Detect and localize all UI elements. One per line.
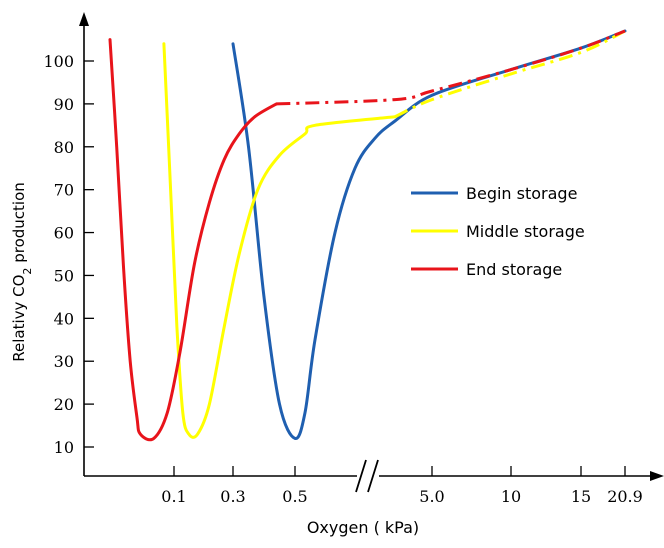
x-tick-label: 10 [501, 487, 521, 506]
x-tick-label: 0.5 [282, 487, 307, 506]
series-line [162, 42, 397, 439]
y-tick-label: 60 [54, 224, 74, 243]
legend: Begin storage Middle storage End storage [411, 184, 585, 279]
y-tick-label: 30 [54, 352, 74, 371]
axes [79, 12, 664, 493]
x-ticks: 0.1 0.3 0.5 5.0 10 15 20.9 [161, 466, 643, 506]
legend-label: End storage [466, 260, 562, 279]
series-line-dashed [276, 29, 626, 106]
legend-label: Begin storage [466, 184, 577, 203]
x-axis-arrow [650, 471, 664, 481]
series-line [231, 29, 627, 440]
legend-label: Middle storage [466, 222, 585, 241]
series-line-dashed [394, 29, 626, 119]
y-tick-label: 40 [54, 309, 74, 328]
series-2 [162, 29, 626, 439]
x-tick-label: 0.3 [220, 487, 245, 506]
x-tick-label: 15 [571, 487, 591, 506]
series-3 [108, 29, 626, 442]
series-line [108, 38, 278, 442]
x-axis-break [355, 459, 379, 493]
y-tick-label: 10 [54, 438, 74, 457]
y-tick-label: 20 [54, 395, 74, 414]
x-axis-label: Oxygen ( kPa) [307, 518, 419, 537]
series-layer [108, 29, 627, 442]
x-tick-label: 5.0 [419, 487, 444, 506]
series-1 [231, 29, 627, 440]
y-tick-label: 50 [54, 266, 74, 285]
x-tick-label: 20.9 [607, 487, 643, 506]
y-axis-arrow [79, 12, 89, 26]
y-axis-label: Relativy CO2 production [10, 182, 34, 362]
y-tick-label: 70 [54, 181, 74, 200]
y-ticks: 10 20 30 40 50 60 70 80 90 100 [43, 52, 94, 457]
y-tick-label: 90 [54, 95, 74, 114]
y-tick-label: 80 [54, 138, 74, 157]
x-tick-label: 0.1 [161, 487, 186, 506]
y-tick-label: 100 [43, 52, 74, 71]
